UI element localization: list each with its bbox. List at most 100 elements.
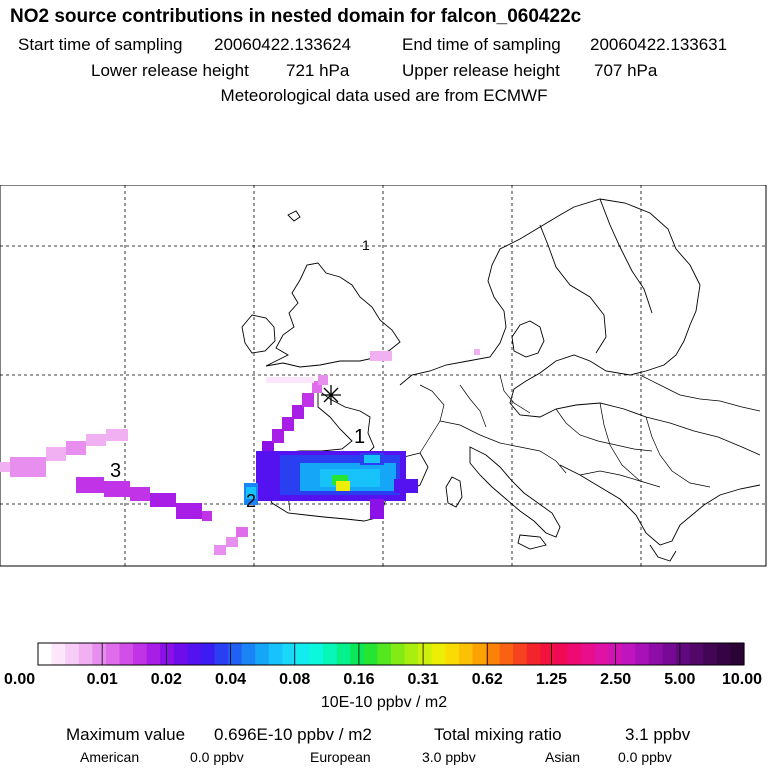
- colorbar-cell: [65, 643, 80, 665]
- colorbar-tick-label: 0.00: [4, 671, 35, 688]
- sicily-coast: [517, 534, 547, 550]
- colorbar-cell: [173, 643, 188, 665]
- colorbar-tick-label: 5.00: [664, 671, 695, 688]
- colorbar-cell: [472, 643, 487, 665]
- plume-cell: [176, 503, 202, 519]
- colorbar-cell: [350, 643, 365, 665]
- end-time-value: 20060422.133631: [590, 35, 728, 54]
- time-label: 1: [362, 237, 370, 253]
- colorbar-cell: [431, 643, 446, 665]
- colorbar-tick-label: 0.02: [151, 671, 182, 688]
- colorbar-cell: [282, 643, 297, 665]
- lower-release-value: 721 hPa: [286, 61, 350, 80]
- colorbar-cell: [486, 643, 501, 665]
- plume-cell: [0, 462, 10, 472]
- plume-cell: [292, 405, 304, 419]
- plume-cell: [364, 455, 380, 463]
- colorbar-cell: [295, 643, 311, 665]
- plume-cell: [130, 487, 150, 501]
- colorbar-cell: [200, 643, 216, 665]
- iberia-france-coast: [261, 389, 429, 522]
- asian-label: Asian: [545, 749, 581, 765]
- upper-release-value: 707 hPa: [594, 61, 658, 80]
- colorbar-cell: [594, 643, 609, 665]
- colorbar-cell: [458, 643, 474, 665]
- plume-cell: [370, 499, 384, 519]
- colorbar-cell: [119, 643, 134, 665]
- colorbar-cell: [377, 643, 392, 665]
- colorbar-cell: [662, 643, 677, 665]
- plume-cell: [10, 457, 46, 477]
- sweden-finland-border: [599, 198, 653, 314]
- colorbar-ticks: 0.00 0.01 0.02 0.04 0.08 0.16 0.31 0.62 1.25 2.50…: [4, 643, 762, 688]
- release-location-marker: [321, 385, 341, 405]
- colorbar-cell: [363, 643, 379, 665]
- source-contribution-map: 1 1 2 3: [0, 185, 767, 567]
- colorbar-cell: [676, 643, 691, 665]
- american-label: American: [80, 749, 140, 765]
- colorbar-cell: [255, 643, 270, 665]
- plume-cell: [226, 537, 238, 547]
- baltic-border: [639, 374, 761, 412]
- max-value: 0.696E-10 ppbv / m2: [214, 725, 372, 744]
- benelux-border: [459, 384, 487, 428]
- colorbar-cell: [648, 643, 664, 665]
- end-time-label: End time of sampling: [402, 35, 561, 54]
- northern-europe-coast: [399, 198, 761, 456]
- colorbar-unit: 10E-10 ppbv / m2: [320, 694, 448, 711]
- coastlines: [241, 198, 761, 562]
- balkans-coast: [559, 464, 761, 546]
- plume-cell: [474, 349, 480, 355]
- plume-cell: [272, 429, 284, 443]
- germany-east-border: [499, 374, 531, 414]
- sardinia-coast: [445, 476, 463, 508]
- plume-cell: [214, 545, 226, 555]
- upper-release-label: Upper release height: [402, 61, 560, 80]
- colorbar-cell: [133, 643, 148, 665]
- plume-cell: [104, 481, 130, 497]
- colorbar-cell: [553, 643, 569, 665]
- colorbar-cell: [445, 643, 460, 665]
- poland-border: [599, 402, 641, 482]
- plume-cell: [202, 511, 212, 521]
- colorbar-cell: [703, 643, 718, 665]
- colorbar-cell: [391, 643, 406, 665]
- colorbar-cell: [581, 643, 596, 665]
- plume-cell: [394, 479, 418, 493]
- asian-value: 0.0 ppbv: [618, 749, 672, 765]
- lower-release-label: Lower release height: [91, 61, 249, 80]
- colorbar-cells: [38, 643, 745, 665]
- plume-cell: [266, 377, 314, 383]
- colorbar-cell: [92, 643, 107, 665]
- colorbar-cell: [187, 643, 202, 665]
- plume-cell: [236, 527, 248, 537]
- scandinavia-border: [539, 224, 607, 354]
- colorbar-cell: [241, 643, 256, 665]
- colorbar-cell: [38, 643, 53, 665]
- colorbar-cell: [730, 643, 745, 665]
- denmark-coast: [511, 320, 545, 358]
- plume-cell: [318, 375, 328, 385]
- colorbar-cell: [146, 643, 161, 665]
- plume-cell: [150, 493, 176, 507]
- colorbar-tick-label: 0.62: [472, 671, 503, 688]
- greece-coast: [649, 544, 677, 562]
- colorbar-cell: [51, 643, 66, 665]
- plume-cell: [312, 381, 322, 393]
- colorbar-tick-label: 1.25: [536, 671, 567, 688]
- ireland-coast: [241, 314, 276, 354]
- colorbar-cell: [214, 643, 229, 665]
- colorbar-cell: [526, 643, 541, 665]
- plume-cell: [106, 429, 128, 441]
- colorbar-cell: [105, 643, 121, 665]
- colorbar-tick-label: 0.31: [408, 671, 439, 688]
- total-mixing-value: 3.1 ppbv: [625, 725, 691, 744]
- plume-cell: [332, 475, 348, 485]
- colorbar-cell: [418, 643, 433, 665]
- plot-title: NO2 source contributions in nested domai…: [10, 6, 582, 27]
- italy-coast: [469, 446, 561, 538]
- max-value-label: Maximum value: [66, 725, 186, 744]
- colorbar-cell: [689, 643, 704, 665]
- colorbar-cell: [404, 643, 419, 665]
- colorbar-cell: [268, 643, 283, 665]
